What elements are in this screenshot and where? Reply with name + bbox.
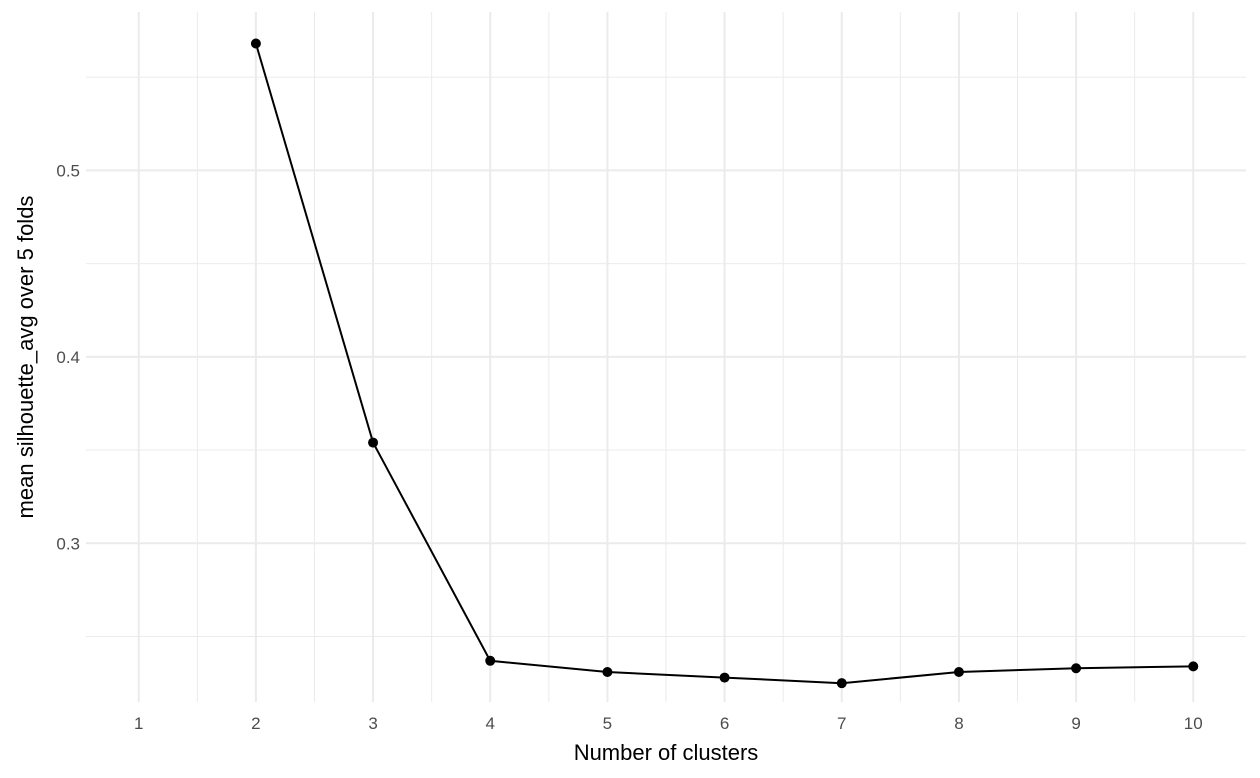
data-point bbox=[719, 672, 730, 683]
data-point bbox=[250, 38, 261, 49]
x-tick-label: 5 bbox=[603, 714, 612, 733]
data-point bbox=[485, 655, 496, 666]
major-gridlines bbox=[86, 12, 1246, 702]
y-axis-title: mean silhouette_avg over 5 folds bbox=[13, 196, 38, 519]
x-tick-label: 4 bbox=[486, 714, 495, 733]
data-point bbox=[602, 666, 613, 677]
data-point bbox=[1188, 661, 1199, 672]
x-tick-label: 3 bbox=[368, 714, 377, 733]
x-tick-label: 1 bbox=[134, 714, 143, 733]
x-tick-label: 6 bbox=[720, 714, 729, 733]
data-point bbox=[1071, 663, 1082, 674]
x-tick-label: 10 bbox=[1184, 714, 1203, 733]
data-point bbox=[953, 666, 964, 677]
y-tick-label: 0.5 bbox=[56, 161, 80, 180]
data-point bbox=[368, 437, 379, 448]
x-tick-label: 7 bbox=[837, 714, 846, 733]
data-point bbox=[836, 678, 847, 689]
y-tick-label: 0.3 bbox=[56, 534, 80, 553]
x-tick-label: 9 bbox=[1071, 714, 1080, 733]
x-axis-tick-labels: 1 2 3 4 5 6 7 8 9 10 bbox=[134, 714, 1203, 733]
x-tick-label: 2 bbox=[251, 714, 260, 733]
y-axis-tick-labels: 0.3 0.4 0.5 bbox=[56, 161, 80, 553]
y-tick-label: 0.4 bbox=[56, 348, 80, 367]
series-layer bbox=[250, 38, 1199, 689]
x-axis-title: Number of clusters bbox=[574, 740, 759, 765]
x-tick-label: 8 bbox=[954, 714, 963, 733]
